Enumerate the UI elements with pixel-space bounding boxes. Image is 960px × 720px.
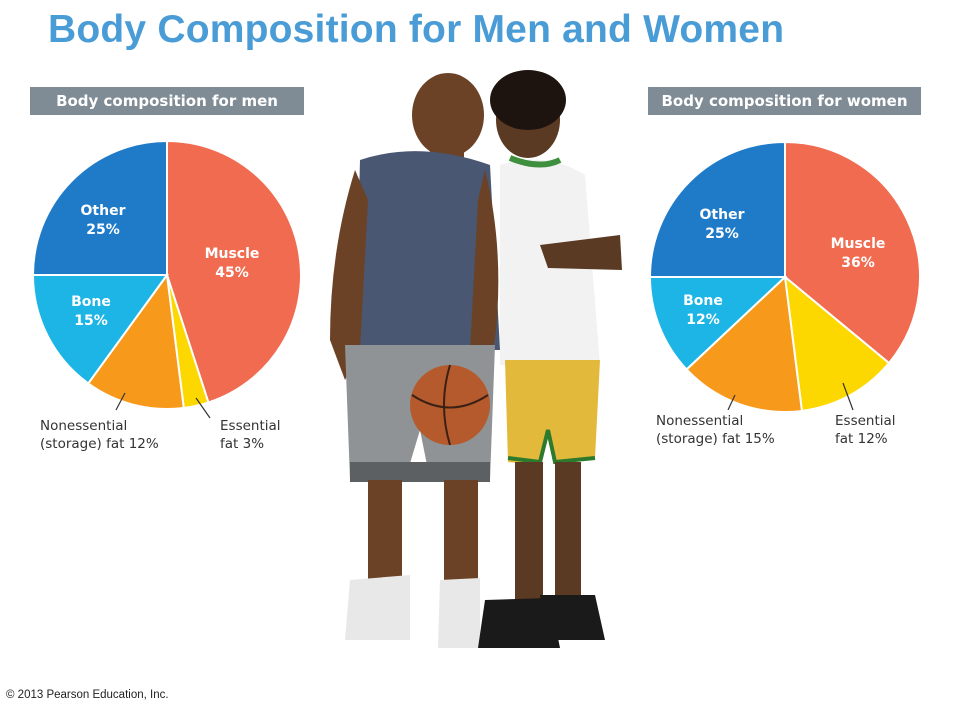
men-nonessential-leader — [115, 392, 126, 411]
men-slice-nonessential-storage-fat — [86, 272, 185, 410]
women-bone-pct: 12% — [686, 312, 720, 328]
women-chart-title: Body composition for women — [648, 87, 921, 115]
woman-figure — [478, 70, 622, 648]
men-essential-callout: Essential fat 3% — [220, 417, 281, 453]
men-nonessential-line2: (storage) fat 12% — [40, 436, 159, 452]
women-nonessential-line2: (storage) fat 15% — [656, 431, 775, 447]
men-nonessential-callout: Nonessential (storage) fat 12% — [40, 417, 159, 453]
men-bone-pct: 15% — [74, 313, 108, 329]
men-essential-leader — [195, 397, 211, 419]
men-slice-other — [31, 139, 168, 276]
women-bone-label: Bone — [683, 293, 723, 309]
women-nonessential-line1: Nonessential — [656, 413, 744, 429]
women-essential-line2: fat 12% — [835, 431, 888, 447]
women-nonessential-leader — [727, 394, 736, 411]
men-pie-slices — [31, 139, 302, 410]
women-slice-other — [648, 140, 786, 278]
women-other-label: Other — [700, 207, 745, 223]
men-muscle-pct: 45% — [215, 265, 249, 281]
men-essential-line2: fat 3% — [220, 436, 265, 452]
women-slice-nonessential-storage-fat — [685, 274, 804, 413]
men-essential-line1: Essential — [220, 418, 281, 434]
men-slice-muscle — [166, 139, 302, 404]
men-other-label: Other — [81, 203, 126, 219]
women-other-pct: 25% — [705, 226, 739, 242]
man-figure — [330, 73, 500, 648]
women-slice-bone — [648, 276, 788, 371]
women-muscle-label: Muscle — [831, 236, 886, 252]
women-muscle-pct: 36% — [841, 255, 875, 271]
women-essential-leader — [842, 382, 854, 411]
men-other-pct: 25% — [86, 222, 120, 238]
copyright: © 2013 Pearson Education, Inc. — [6, 689, 169, 701]
men-chart-title: Body composition for men — [30, 87, 304, 115]
women-pie-slices — [648, 140, 921, 413]
men-nonessential-line1: Nonessential — [40, 418, 128, 434]
women-essential-line1: Essential — [835, 413, 896, 429]
women-nonessential-callout: Nonessential (storage) fat 15% — [656, 412, 775, 448]
men-bone-label: Bone — [71, 294, 111, 310]
men-slice-bone — [31, 274, 169, 385]
women-slice-essential-fat — [783, 274, 891, 413]
page-title: Body Composition for Men and Women — [48, 8, 785, 51]
women-slice-muscle — [784, 140, 921, 365]
women-essential-callout: Essential fat 12% — [835, 412, 896, 448]
men-muscle-label: Muscle — [205, 246, 260, 262]
basketball — [410, 364, 490, 446]
